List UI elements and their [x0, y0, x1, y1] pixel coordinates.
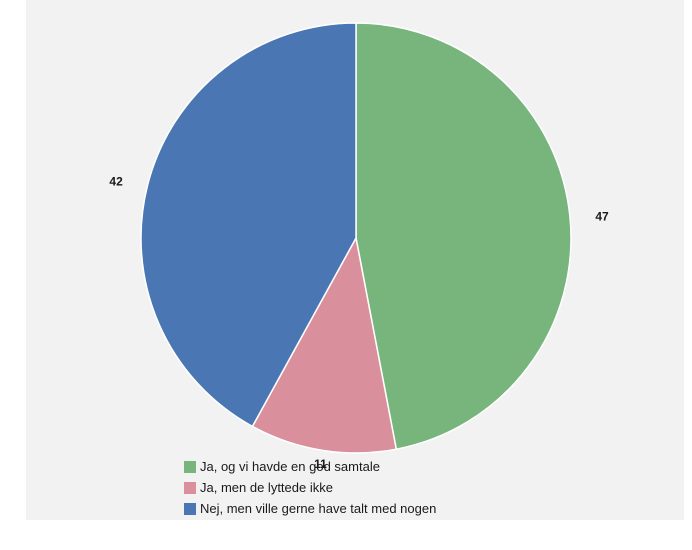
legend-label: Ja, og vi havde en god samtale [200, 459, 380, 474]
pie-data-labels: 47 11 42 [109, 175, 609, 472]
slice-ja-god-samtale [355, 22, 572, 451]
legend-swatch [184, 460, 196, 473]
slice-nej-ville-gerne [140, 22, 357, 428]
legend: Ja, og vi havde en god samtale Ja, men d… [184, 456, 436, 519]
chart-area: 47 11 42 Ja, og vi havde en god samtale Ja… [26, 0, 684, 520]
pie-slices [140, 22, 572, 454]
legend-label: Ja, men de lyttede ikke [200, 480, 333, 495]
data-label: 11 [314, 457, 327, 471]
legend-label: Nej, men ville gerne have talt med nogen [200, 501, 437, 516]
data-label: 47 [595, 210, 609, 224]
legend-item-ja-lyttede-ikke: Ja, men de lyttede ikke [184, 477, 436, 498]
slice-ja-lyttede-ikke [251, 235, 398, 454]
legend-item-ja-god-samtale: Ja, og vi havde en god samtale [184, 456, 436, 477]
data-label: 42 [109, 175, 123, 189]
pie-chart: 47 11 42 [109, 22, 609, 472]
legend-item-nej-ville-gerne: Nej, men ville gerne have talt med nogen [184, 498, 436, 519]
legend-swatch [184, 502, 196, 515]
legend-swatch [184, 481, 196, 494]
